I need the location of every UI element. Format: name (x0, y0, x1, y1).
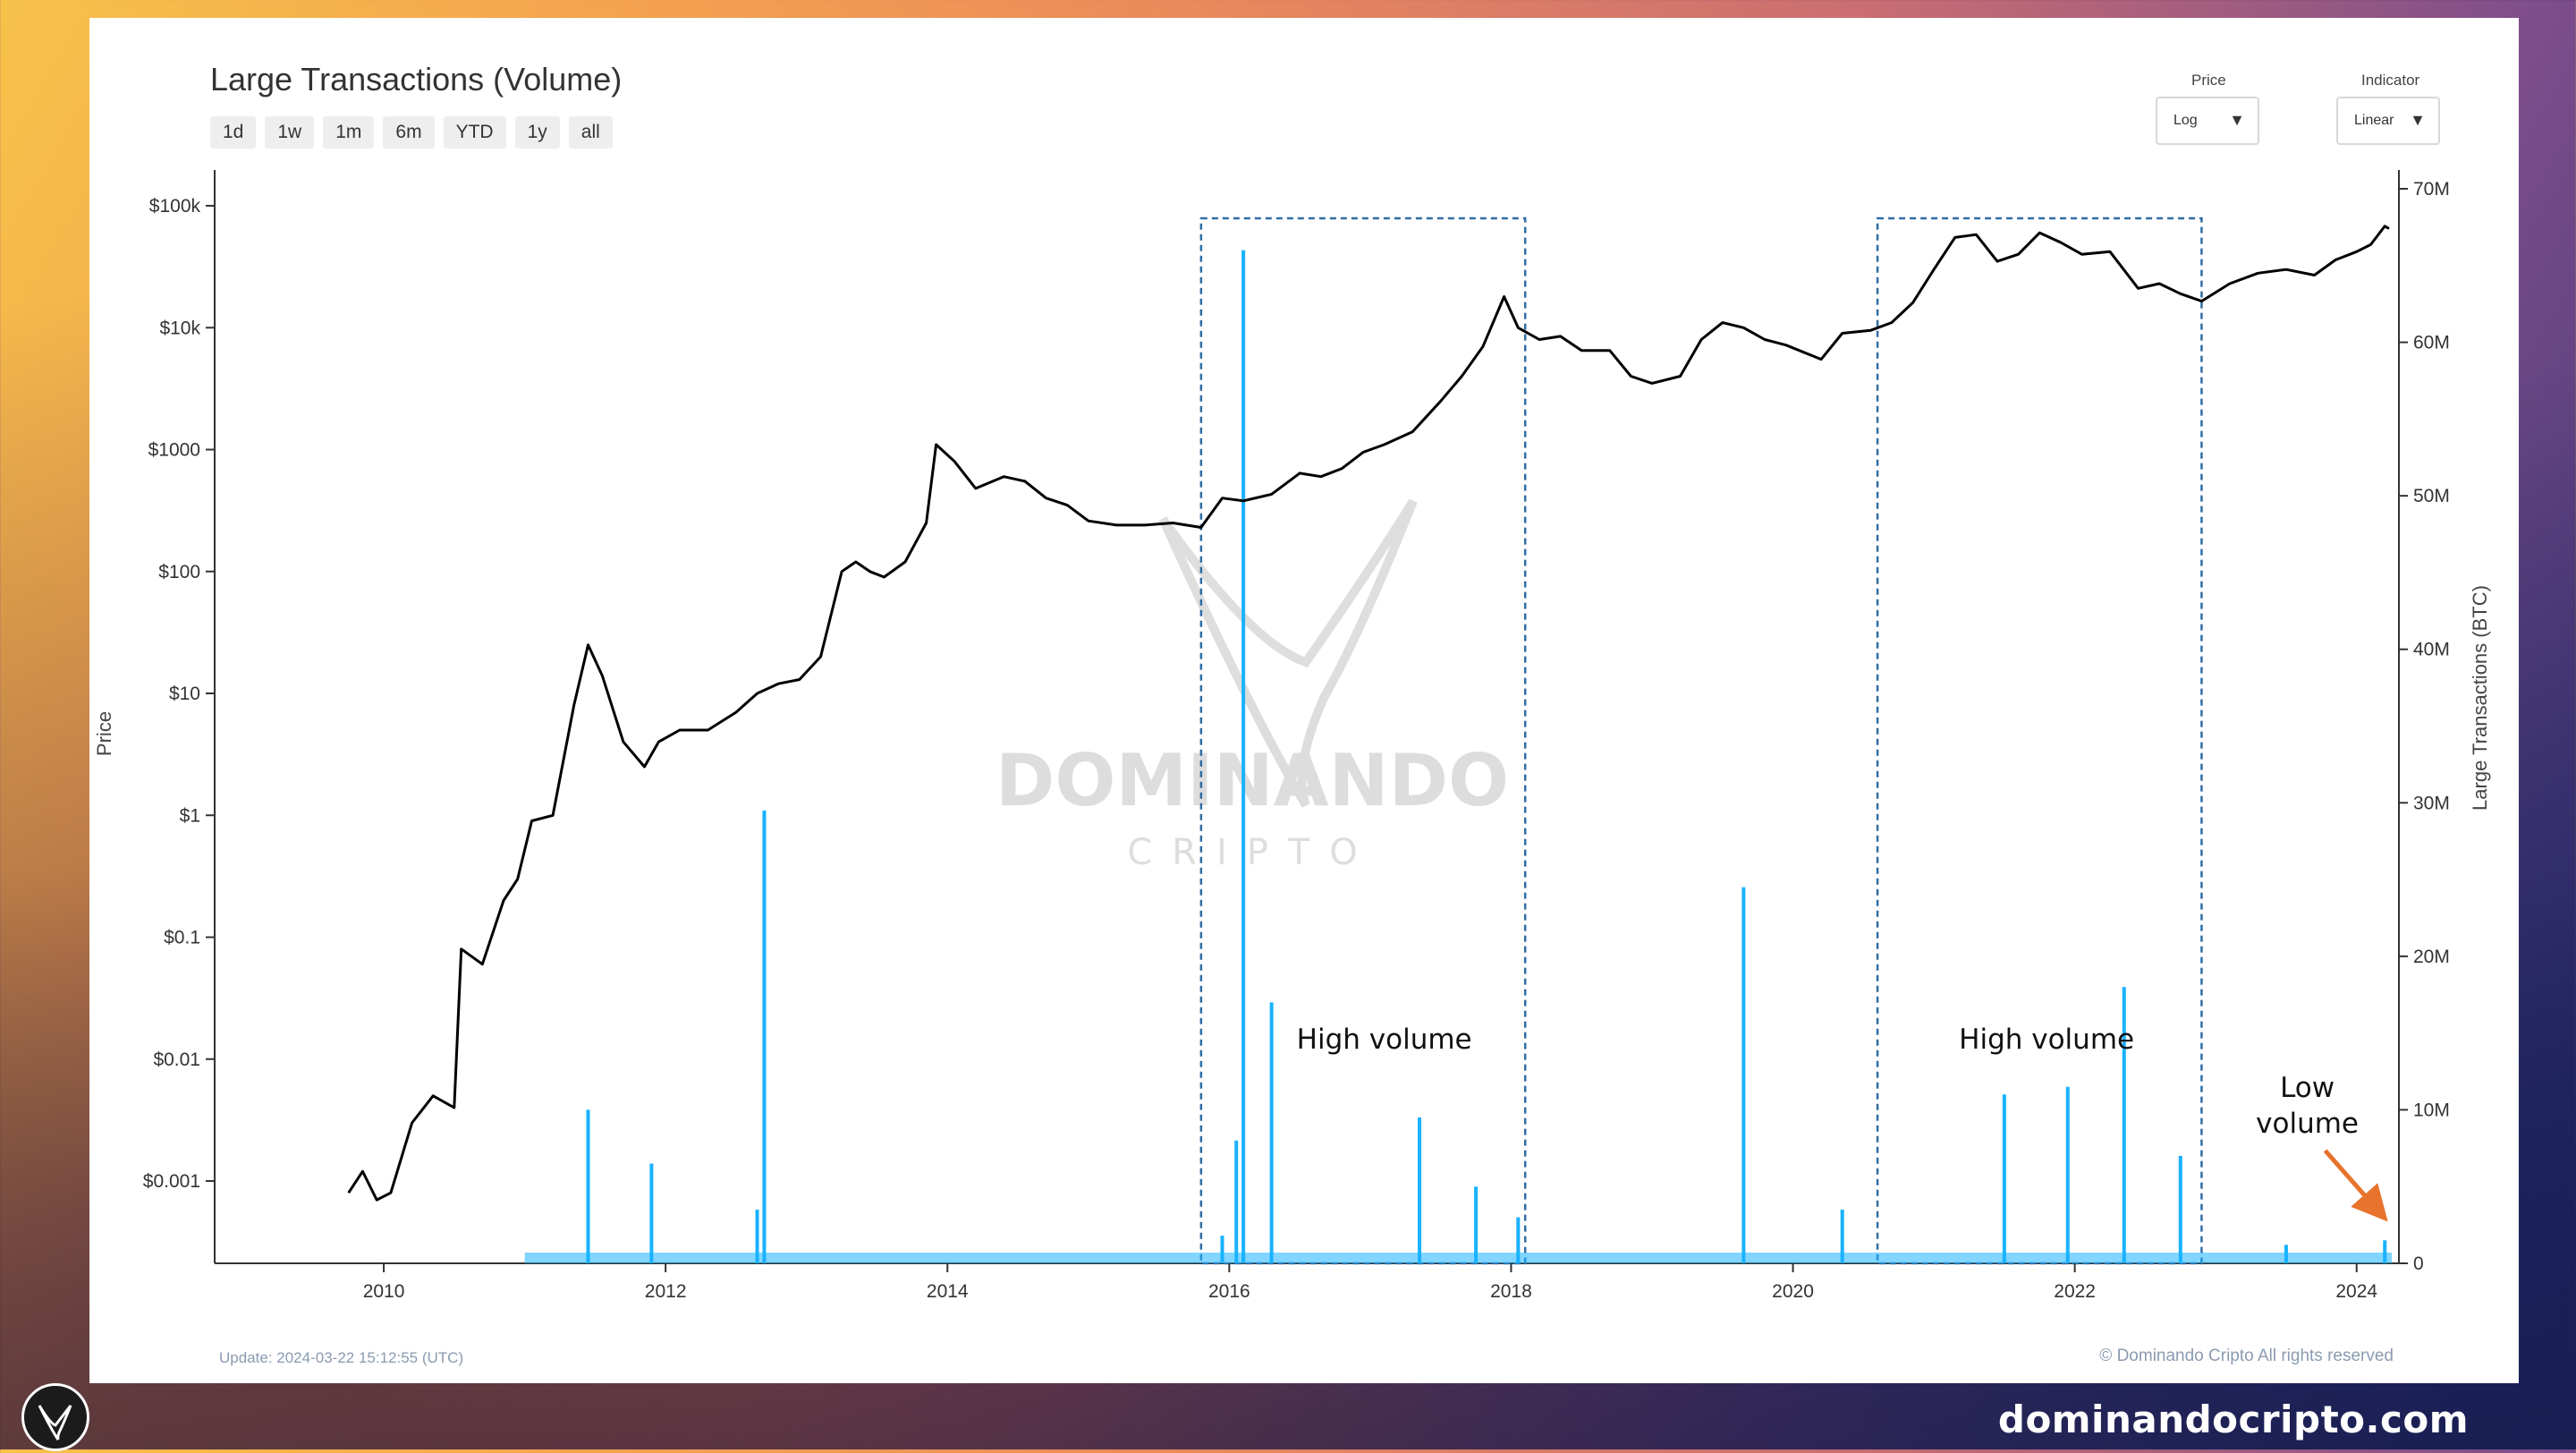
price-scale-value: Log (2174, 113, 2198, 128)
x-tick-label-2: 2012 (645, 1281, 687, 1302)
x-tick-label-4: 2016 (1208, 1281, 1250, 1302)
whale-tail-icon (38, 1405, 72, 1440)
price-scale-label: Price (2191, 72, 2226, 89)
right-tick-label-3: 20M (2413, 947, 2450, 967)
annotation-arrow (2323, 1149, 2388, 1222)
price-scale-select[interactable]: Log ▼ (2156, 97, 2259, 145)
indicator-scale-label: Indicator (2361, 72, 2420, 89)
site-url[interactable]: dominandocripto.com (1997, 1398, 2469, 1441)
update-timestamp: Update: 2024-03-22 15:12:55 (UTC) (219, 1349, 464, 1366)
left-tick-label-7: $1000 (148, 440, 200, 461)
right-tick-label-6: 50M (2413, 486, 2450, 506)
watermark-subtitle: CRIPTO (1127, 832, 1377, 873)
left-axis-label: Price (93, 711, 115, 756)
left-tick-label-4: $1 (180, 805, 200, 826)
whale-tail-icon (1158, 498, 1418, 808)
right-axis-label: Large Transactions (BTC) (2469, 585, 2491, 811)
x-tick-label-1: 2010 (363, 1281, 405, 1302)
left-tick-label-3: $0.1 (164, 928, 200, 948)
right-tick-label-4: 30M (2413, 793, 2450, 813)
watermark-title: DOMINANDO (996, 739, 1509, 822)
price-line (347, 225, 2390, 1202)
x-tick-label-3: 2014 (927, 1281, 969, 1302)
right-tick-label-2: 10M (2413, 1100, 2450, 1120)
annotation-high-volume-2: High volume (1959, 1024, 2134, 1056)
copyright-notice: © Dominando Cripto All rights reserved (2099, 1347, 2394, 1365)
chart-svg: DOMINANDO CRIPTO $0.001 $0.01 $0.1 $1 $10 $10… (93, 170, 2491, 1302)
right-tick-label-8: 70M (2413, 179, 2450, 200)
range-button-1d[interactable]: 1d (210, 116, 257, 149)
left-tick-label-1: $0.001 (143, 1171, 200, 1192)
right-tick-label-1: 0 (2413, 1253, 2424, 1274)
highlight-region-2 (1876, 217, 2203, 1265)
annotation-low-volume-line1: Low (2280, 1072, 2334, 1104)
right-tick-label-7: 60M (2413, 333, 2450, 353)
left-tick-label-9: $100k (149, 196, 201, 217)
chevron-down-icon: ▼ (2410, 111, 2426, 129)
right-tick-label-5: 40M (2413, 640, 2450, 660)
left-tick-label-2: $0.01 (153, 1049, 200, 1070)
indicator-scale-value: Linear (2354, 113, 2394, 128)
indicator-scale-select[interactable]: Linear ▼ (2336, 97, 2440, 145)
range-button-all[interactable]: all (568, 116, 613, 149)
left-tick-label-8: $10k (159, 318, 200, 338)
chart-title: Large Transactions (Volume) (210, 61, 623, 98)
range-button-ytd[interactable]: YTD (443, 116, 506, 149)
range-button-1y[interactable]: 1y (514, 116, 560, 149)
range-selector: 1d 1w 1m 6m YTD 1y all (210, 116, 613, 149)
left-tick-label-6: $100 (158, 562, 200, 582)
range-button-6m[interactable]: 6m (383, 116, 435, 149)
range-button-1w[interactable]: 1w (265, 116, 315, 149)
x-tick-label-7: 2022 (2054, 1281, 2096, 1302)
watermark: DOMINANDO CRIPTO (996, 498, 1509, 873)
x-tick-label-8: 2024 (2335, 1281, 2377, 1302)
range-button-1m[interactable]: 1m (323, 116, 375, 149)
annotation-high-volume-1: High volume (1297, 1024, 1472, 1056)
left-tick-label-5: $10 (169, 684, 200, 704)
highlight-region-1 (1199, 217, 1527, 1265)
x-tick-label-6: 2020 (1772, 1281, 1814, 1302)
chart-card: Large Transactions (Volume) 1d 1w 1m 6m … (89, 18, 2519, 1383)
x-tick-label-5: 2018 (1490, 1281, 1532, 1302)
annotation-low-volume-line2: volume (2256, 1108, 2359, 1140)
volume-baseline-band (524, 1252, 2393, 1263)
brand-logo (21, 1383, 89, 1451)
chevron-down-icon: ▼ (2229, 111, 2245, 129)
